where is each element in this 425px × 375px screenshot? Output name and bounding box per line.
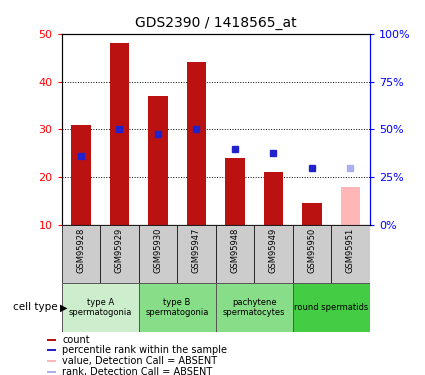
Bar <box>293 283 370 332</box>
Bar <box>148 96 167 225</box>
Text: GSM95947: GSM95947 <box>192 227 201 273</box>
Bar <box>341 187 360 225</box>
Bar <box>47 371 56 373</box>
Bar <box>139 225 177 283</box>
Bar <box>62 283 139 332</box>
Text: percentile rank within the sample: percentile rank within the sample <box>62 345 227 355</box>
Text: type B
spermatogonia: type B spermatogonia <box>145 298 209 317</box>
Title: GDS2390 / 1418565_at: GDS2390 / 1418565_at <box>135 16 297 30</box>
Text: GSM95928: GSM95928 <box>76 227 85 273</box>
Text: count: count <box>62 334 90 345</box>
Text: GSM95948: GSM95948 <box>230 227 239 273</box>
Bar <box>47 350 56 351</box>
Bar <box>71 124 91 225</box>
Text: cell type: cell type <box>13 303 57 312</box>
Text: pachytene
spermatocytes: pachytene spermatocytes <box>223 298 286 317</box>
Text: round spermatids: round spermatids <box>294 303 368 312</box>
Text: rank, Detection Call = ABSENT: rank, Detection Call = ABSENT <box>62 367 212 375</box>
Text: GSM95930: GSM95930 <box>153 227 162 273</box>
Text: ▶: ▶ <box>60 303 67 312</box>
Bar <box>47 360 56 362</box>
Bar <box>254 225 293 283</box>
Bar <box>62 225 100 283</box>
Bar <box>47 339 56 340</box>
Bar <box>302 204 322 225</box>
Bar <box>331 225 370 283</box>
Bar <box>139 283 215 332</box>
Bar <box>215 283 293 332</box>
Text: GSM95929: GSM95929 <box>115 227 124 273</box>
Text: GSM95949: GSM95949 <box>269 227 278 273</box>
Bar <box>100 225 139 283</box>
Text: type A
spermatogonia: type A spermatogonia <box>68 298 132 317</box>
Text: GSM95950: GSM95950 <box>307 227 317 273</box>
Text: GSM95951: GSM95951 <box>346 227 355 273</box>
Bar <box>264 172 283 225</box>
Bar <box>225 158 244 225</box>
Bar <box>187 62 206 225</box>
Bar <box>293 225 331 283</box>
Bar <box>215 225 254 283</box>
Bar <box>110 44 129 225</box>
Text: value, Detection Call = ABSENT: value, Detection Call = ABSENT <box>62 356 218 366</box>
Bar <box>177 225 215 283</box>
